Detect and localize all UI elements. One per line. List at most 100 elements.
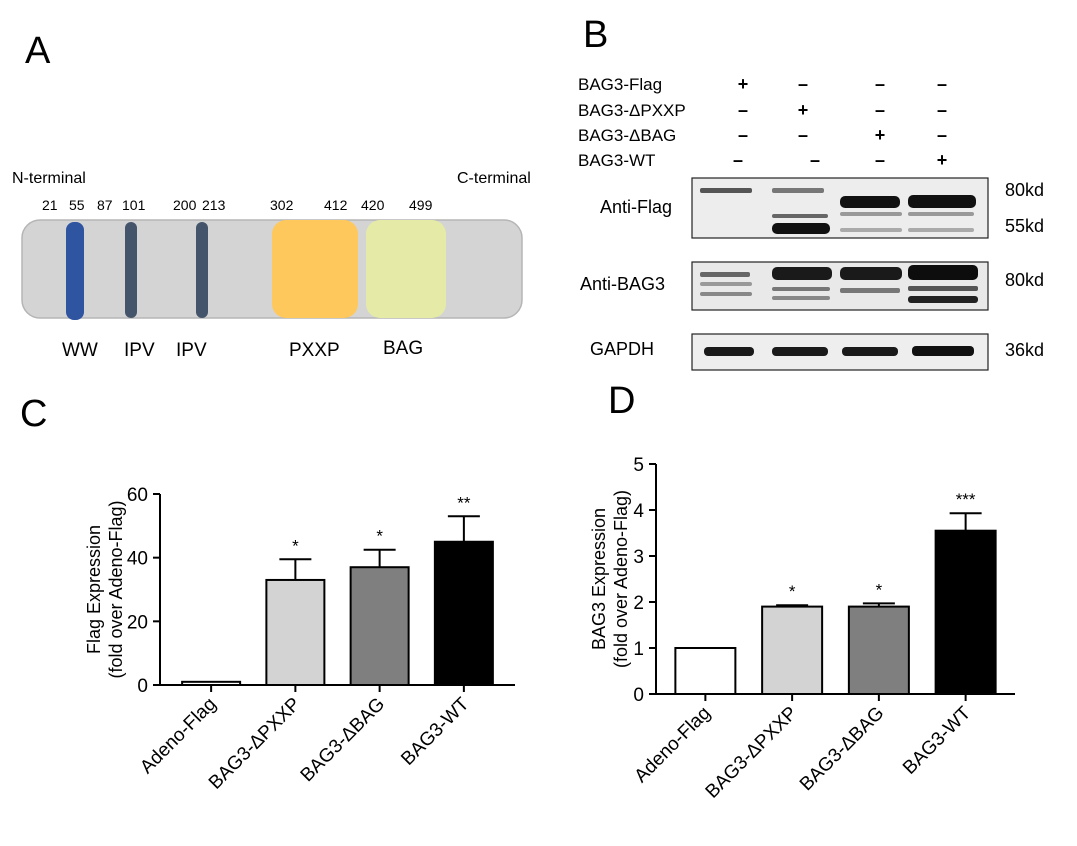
mark: + [875,125,886,145]
band [908,286,978,291]
condition-label: BAG3-ΔBAG [578,126,676,145]
band [840,267,902,280]
mark: – [875,100,885,120]
panel-b-letter: B [583,14,609,56]
mark: + [937,150,948,170]
band [704,347,754,356]
y-tick-label: 4 [633,501,644,522]
mw-label: 80kd [1005,180,1044,200]
bar [433,540,494,686]
mark: – [875,150,885,170]
bar [934,529,997,695]
y-tick-label: 5 [633,455,644,476]
position-label: 420 [361,197,385,213]
bag-domain [366,220,446,318]
blot-label-anti-flag: Anti-Flag [600,197,672,217]
condition-label: BAG3-WT [578,151,655,170]
bar [181,680,242,686]
y-tick-label: 3 [633,547,644,568]
band [840,212,902,216]
bar [265,578,326,686]
domain-label-ipv: IPV [176,340,207,361]
bar [674,647,737,695]
mark: – [937,100,947,120]
band [908,296,978,303]
significance-mark: * [292,536,299,555]
domain-diagram: N-terminal C-terminal 21 55 87 101 200 2… [12,170,531,361]
position-label: 213 [202,197,226,213]
panel-c-letter: C [20,393,48,435]
band [700,188,752,193]
chart-d: 0 1 2 3 4 5 BAG3 Expression (fold over Adeno-Fl… [589,455,1015,803]
significance-mark: ** [457,493,471,512]
position-label: 55 [69,197,85,213]
domain-label-bag: BAG [383,338,423,359]
y-tick-label: 1 [633,639,644,660]
y-tick-label: 2 [633,593,644,614]
pxxp-domain [272,220,358,318]
chart-c: 0 20 40 60 Flag Expression (fold over Adeno-F… [84,485,515,794]
mark: – [733,150,743,170]
x-tick-label: BAG3-WT [899,702,975,778]
x-tick-label: Adeno-Flag [136,694,220,778]
blot-label-anti-bag3: Anti-BAG3 [580,274,665,294]
band [908,265,978,280]
band [700,272,750,277]
mark: – [798,74,808,94]
position-label: 499 [409,197,433,213]
x-tick-label: BAG3-ΔPXXP [702,703,802,803]
y-tick-label: 60 [127,485,148,506]
western-blot: BAG3-Flag BAG3-ΔPXXP BAG3-ΔBAG BAG3-WT +… [578,74,1044,371]
mw-label: 55kd [1005,216,1044,236]
band [772,214,828,218]
panel-d-letter: D [608,380,636,422]
y-tick-label: 20 [127,612,148,633]
mark: – [738,100,748,120]
position-label: 302 [270,197,294,213]
significance-mark: * [876,580,883,599]
domain-label-ipv: IPV [124,340,155,361]
bar [349,566,410,686]
domain-label-pxxp: PXXP [289,340,340,361]
mw-label: 36kd [1005,340,1044,360]
position-label: 200 [173,197,197,213]
band [772,287,830,291]
band [912,346,974,356]
bar [761,605,824,696]
mark: + [798,100,809,120]
significance-mark: * [789,582,796,601]
band [908,195,976,208]
mark: – [810,150,820,170]
y-tick-label: 0 [633,685,644,706]
c-terminal-label: C-terminal [457,170,531,187]
band [772,223,830,234]
position-label: 412 [324,197,348,213]
band [908,212,974,216]
y-axis-label: (fold over Adeno-Flag) [611,490,631,668]
y-axis-label: BAG3 Expression [589,508,609,650]
domain-label-ww: WW [62,340,98,361]
band [908,228,974,232]
band [840,196,900,208]
band [772,188,824,193]
band [700,282,752,286]
y-axis-label: Flag Expression [84,525,104,654]
x-tick-label: BAG3-ΔBAG [297,694,390,787]
n-terminal-label: N-terminal [12,170,86,187]
y-tick-label: 0 [137,676,148,697]
mark: + [738,74,749,94]
condition-label: BAG3-ΔPXXP [578,101,686,120]
x-tick-label: Adeno-Flag [631,703,715,787]
blot-label-gapdh: GAPDH [590,339,654,359]
y-axis-label: (fold over Adeno-Flag) [106,500,126,678]
ww-domain [66,222,84,320]
bar [847,605,910,696]
band [772,267,832,280]
band [840,288,900,293]
mw-label: 80kd [1005,270,1044,290]
significance-mark: *** [956,490,976,509]
y-tick-label: 40 [127,549,148,570]
mark: – [798,125,808,145]
position-label: 87 [97,197,113,213]
mark: – [875,74,885,94]
